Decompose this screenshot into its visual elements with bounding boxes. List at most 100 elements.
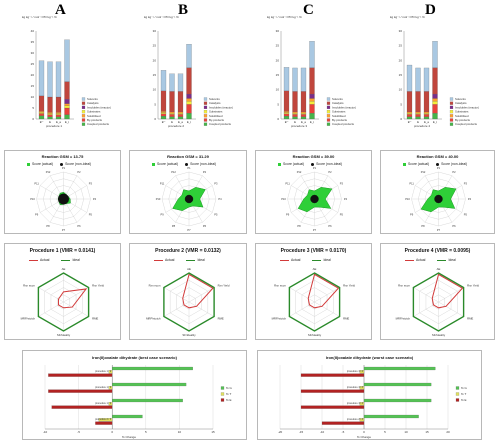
hbar-nG bbox=[363, 398, 432, 403]
legend-label-nonideal: Score (non-ideal) bbox=[316, 162, 343, 166]
x-axis-label: % Change bbox=[357, 435, 371, 439]
bar-segment bbox=[300, 111, 307, 114]
bar-segment bbox=[64, 39, 70, 82]
legend-swatch-actual bbox=[403, 162, 406, 166]
legend-swatch-nonideal bbox=[311, 162, 315, 166]
hbar-box-worst: Iron(II)oxalate dihydrate (worst case sc… bbox=[257, 350, 482, 440]
bar-segment bbox=[415, 114, 421, 117]
legend-label: By-products bbox=[455, 118, 471, 122]
hbar-nG bbox=[112, 366, 193, 371]
radar-axis-label: SF/Ideality bbox=[308, 333, 322, 337]
bar-segment bbox=[160, 90, 167, 112]
bar-segment bbox=[177, 73, 184, 92]
bar-segment bbox=[432, 104, 438, 114]
bar-segment bbox=[432, 98, 438, 102]
bar-segment bbox=[55, 116, 62, 120]
legend-label: Insolubles (reactor) bbox=[455, 105, 479, 109]
bar-segment bbox=[47, 116, 53, 120]
bar-segment bbox=[309, 98, 315, 102]
bar-segment bbox=[64, 99, 70, 104]
radar-spoke bbox=[314, 287, 340, 303]
radar-axis-label: Rxn Yield bbox=[92, 284, 104, 288]
y-tick-label: 15 bbox=[31, 84, 35, 88]
x-tick-label: -10 bbox=[320, 430, 325, 434]
y-tick-label: 30 bbox=[276, 29, 280, 33]
x-tick-label: 0 bbox=[363, 430, 365, 434]
bar-segment bbox=[415, 113, 421, 115]
gsm-title: Reaction GSM = 31.29 bbox=[167, 154, 209, 159]
vmr-legend: Actual Ideal bbox=[29, 258, 80, 262]
legend-swatch bbox=[81, 109, 86, 114]
bar-segment bbox=[38, 95, 45, 112]
legend-swatch bbox=[220, 386, 225, 390]
stacked-bar-chart-a: kg kg⁻¹ / mol⁻¹ PD kg⁻¹ % 0 5 10 15 20 25 30 35 4… bbox=[22, 15, 111, 128]
legend-label-actual: Actual bbox=[416, 258, 426, 262]
radar-axis-label: AE bbox=[437, 267, 441, 271]
radar-spoke bbox=[289, 301, 315, 317]
vmr-title: Procedure 1 (VMR = 0.0141) bbox=[29, 248, 96, 254]
legend-line-actual bbox=[29, 259, 38, 261]
hbar-nT bbox=[98, 418, 113, 422]
radar-axis-label: P11 bbox=[34, 182, 39, 186]
radar-axis-label: P3 bbox=[214, 182, 218, 186]
y-tick-label: 25 bbox=[276, 44, 280, 48]
legend-label: Solvents bbox=[455, 97, 466, 101]
legend-label: Solvents bbox=[87, 97, 98, 101]
legend-line-actual bbox=[405, 259, 414, 261]
bar-segment bbox=[169, 111, 175, 114]
vmr-title: Procedure 3 (VMR = 0.0170) bbox=[280, 248, 347, 254]
radar-axis-label: P10 bbox=[156, 197, 161, 201]
radar-axis-label: P11 bbox=[160, 182, 165, 186]
legend-swatch bbox=[203, 122, 208, 126]
legend-label-ideal: Ideal bbox=[448, 258, 456, 262]
vmr-radar-4: AE Rxn Yield RME SF/Ideality MRP/stoich Rxn e… bbox=[396, 267, 480, 337]
x-axis-label: procedure 4 bbox=[414, 124, 430, 128]
legend-label: Catalysts bbox=[332, 101, 344, 105]
y-tick-label: 0 bbox=[154, 117, 156, 121]
legend-swatch bbox=[449, 122, 454, 126]
radar-axis-label: P5 bbox=[89, 213, 93, 217]
radar-axis-label: AE bbox=[62, 267, 66, 271]
hbar-nT bbox=[359, 386, 365, 390]
bar-segment bbox=[292, 111, 298, 114]
bar-segment bbox=[38, 112, 45, 114]
bar-segment bbox=[64, 81, 70, 100]
gsm-title: Reaction GSM = 40.00 bbox=[416, 154, 459, 159]
bar-segment bbox=[169, 73, 175, 92]
legend-label-actual: Score (actual) bbox=[408, 162, 430, 166]
y-tick-label: 0 bbox=[32, 117, 34, 121]
x-tick-label: 20 bbox=[446, 430, 450, 434]
radar-axis-label: P11 bbox=[285, 182, 290, 186]
radar-axis-label: P10 bbox=[30, 197, 35, 201]
legend-label-ideal: Ideal bbox=[72, 258, 80, 262]
hbar-nE bbox=[321, 421, 365, 425]
legend-swatch bbox=[220, 392, 225, 396]
bar-segment bbox=[283, 113, 290, 117]
x-tick-label: -20 bbox=[278, 430, 283, 434]
y-tick-label: 35 bbox=[31, 40, 35, 44]
legend-swatch bbox=[449, 114, 454, 118]
legend-label: % T bbox=[226, 392, 231, 396]
radar-axis-label: MRP/stoich bbox=[396, 317, 411, 321]
x-tick-label: 5 bbox=[145, 430, 147, 434]
radar-axis-label: P8 bbox=[172, 224, 176, 228]
legend-label-nonideal: Score (non-ideal) bbox=[441, 162, 468, 166]
radar-axis-label: P1 bbox=[62, 166, 66, 170]
bar-segment bbox=[300, 67, 307, 92]
panel-letter-c: C bbox=[303, 2, 314, 18]
hbar-nE bbox=[51, 405, 113, 409]
x-tick-label: -5 bbox=[77, 430, 80, 434]
x-tick-label: E'" bbox=[408, 120, 411, 124]
bar-segment bbox=[55, 114, 62, 117]
radar-spoke bbox=[38, 287, 64, 303]
radar-spoke bbox=[314, 301, 340, 317]
legend-label: Solubilised bbox=[455, 114, 469, 118]
legend-label: Coupled products bbox=[455, 122, 478, 126]
legend-label: By-products bbox=[209, 118, 225, 122]
radar-axis-label: Rxn econ bbox=[149, 284, 161, 288]
radar-ideal bbox=[163, 272, 215, 332]
y-axis-label: kg kg⁻¹ / mol⁻¹ PD kg⁻¹ % bbox=[267, 15, 302, 19]
legend-label: Substrates bbox=[332, 110, 346, 114]
legend-label: Catalysts bbox=[455, 101, 467, 105]
legend-label: Catalysts bbox=[209, 101, 221, 105]
